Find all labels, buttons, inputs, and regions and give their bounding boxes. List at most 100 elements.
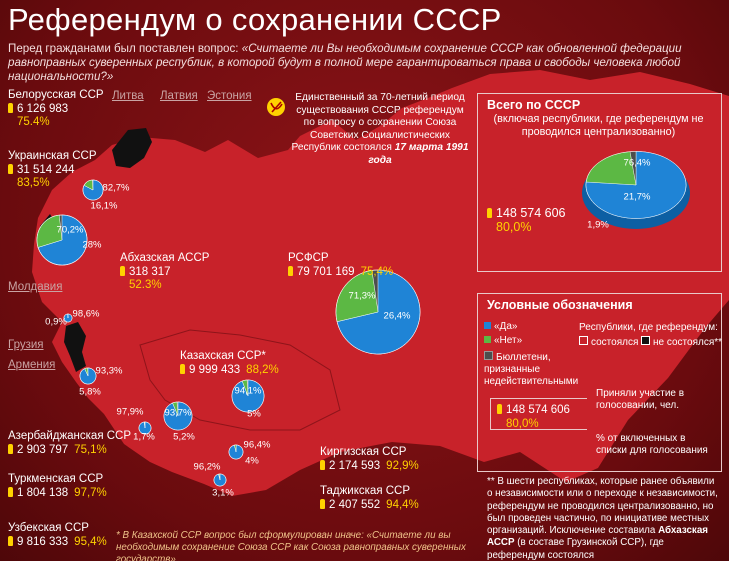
- republic-voters: 9 999 433: [189, 363, 241, 376]
- pie-label: 1,7%: [133, 432, 155, 443]
- subtitle-question: «Считаете ли Вы необходимым сохранение С…: [8, 42, 682, 83]
- footnote-kazakh: * В Казахской ССР вопрос был сформулиров…: [116, 530, 466, 561]
- invalid-swatch: [484, 351, 493, 360]
- person-icon: [8, 486, 13, 497]
- person-icon: [320, 498, 325, 509]
- pie-label: 97,9%: [117, 407, 144, 418]
- pie-slice: [218, 473, 221, 481]
- republic-voters: 2 407 552: [329, 498, 381, 511]
- republic-voters: 2 903 797: [17, 443, 69, 456]
- not-held-label: Литва: [112, 90, 144, 102]
- pie-label: 93,7%: [165, 408, 192, 419]
- pie-label: 82,7%: [103, 183, 130, 194]
- republic-label: РСФСР 79 701 169 75,4%: [288, 252, 393, 279]
- pie-label: 3,1%: [212, 488, 234, 499]
- legend-not-held-text: не состоялся**: [653, 337, 723, 348]
- republic-name: Киргизская ССР: [320, 446, 407, 458]
- republic-voters: 79 701 169: [297, 265, 355, 278]
- not-held-label: Армения: [8, 359, 56, 371]
- republic-turnout: 95,4%: [74, 535, 107, 548]
- republic-turnout: 75,1%: [74, 443, 107, 456]
- pie-label: 5,8%: [79, 387, 101, 398]
- person-icon: [288, 265, 293, 276]
- pie-slice: [336, 269, 421, 355]
- pie-label: 96,2%: [194, 462, 221, 473]
- pie-label: 98,6%: [73, 309, 100, 320]
- pie-slice: [37, 214, 88, 266]
- person-icon: [320, 459, 325, 470]
- republic-label: Абхазская АССР 318 317 52.3%: [120, 252, 209, 293]
- republic-voters: 2 174 593: [329, 459, 381, 472]
- pie-label: 5,2%: [173, 432, 195, 443]
- republic-name: Казахская ССР*: [180, 350, 266, 362]
- pie-label: 0,9%: [45, 317, 67, 328]
- republic-turnout: 92,9%: [386, 459, 419, 472]
- legend-no: «Нет»: [484, 335, 522, 347]
- kazakhstan-border: [139, 329, 341, 431]
- legend-turnout-caption: % от включенных в списки для голосования: [596, 433, 708, 456]
- republic-voters: 1 804 138: [17, 486, 69, 499]
- georgia-armenia: [64, 322, 86, 372]
- legend-no-text: «Нет»: [494, 335, 523, 346]
- total-turnout: 80,0%: [496, 219, 532, 234]
- legend-turnout-sample: 80,0%: [506, 417, 539, 430]
- republic-label: Таджикская ССР 2 407 552 94,4%: [320, 485, 419, 512]
- republic-label: Казахская ССР* 9 999 433 88,2%: [180, 350, 279, 377]
- pie-slice: [83, 179, 94, 191]
- republic-label: Украинская ССР 31 514 244 83,5%: [8, 150, 97, 191]
- republic-name: Узбекская ССР: [8, 522, 89, 534]
- note-text: Единственный за 70-летний период существ…: [291, 92, 465, 153]
- total-voters: 148 574 606: [496, 206, 566, 220]
- pie-label: 94,1%: [235, 386, 262, 397]
- pie-label: 93,3%: [96, 366, 123, 377]
- legend-held: состоялся: [579, 336, 638, 349]
- republic-label: Азербайджанская ССР 2 903 797 75,1%: [8, 430, 131, 457]
- republic-voters: 318 317: [129, 265, 171, 278]
- legend-bracket: [490, 398, 587, 430]
- not-held-label: Латвия: [160, 90, 198, 102]
- pie-slice: [335, 270, 379, 322]
- person-icon: [8, 163, 13, 174]
- pie-slice: [36, 214, 63, 248]
- republic-turnout: 75.4%: [17, 116, 50, 128]
- footnote-bold: Абхазская АССР: [487, 525, 708, 549]
- republic-name: Азербайджанская ССР: [8, 430, 132, 442]
- not-held-label: Молдавия: [8, 281, 63, 293]
- pie-label: 70,2%: [57, 225, 84, 236]
- pie-slice: [143, 421, 146, 429]
- person-icon: [497, 404, 502, 414]
- subtitle: Перед гражданами был поставлен вопрос: «…: [8, 42, 723, 84]
- total-box: [477, 93, 722, 272]
- footnote-not-held: ** В шести республиках, которые ранее об…: [487, 476, 719, 561]
- person-icon: [487, 208, 492, 218]
- pie-slice: [172, 401, 179, 417]
- pie-label: 26,4%: [384, 311, 411, 322]
- total-figures: 148 574 606 80,0%: [487, 206, 566, 234]
- republic-label: Узбекская ССР 9 816 333 95,4%: [8, 522, 107, 549]
- republic-voters: 31 514 244: [17, 163, 75, 176]
- title: Референдум о сохранении СССР: [8, 2, 502, 37]
- pie-label: 5%: [247, 409, 261, 420]
- person-icon: [8, 535, 13, 546]
- baltics: [112, 128, 152, 168]
- note-date: 17 марта 1991 года: [368, 142, 469, 166]
- legend-sample: 148 574 606 80,0%: [497, 404, 570, 431]
- republic-turnout: 83,5%: [17, 177, 50, 189]
- republic-turnout: 88,2%: [246, 363, 279, 376]
- person-icon: [8, 102, 13, 113]
- republic-name: Туркменская ССР: [8, 473, 104, 485]
- republic-name: Белорусская ССР: [8, 89, 104, 101]
- republic-voters: 6 126 983: [17, 102, 69, 115]
- person-icon: [8, 443, 13, 454]
- republic-name: Таджикская ССР: [320, 485, 411, 497]
- yes-swatch: [484, 322, 491, 329]
- person-icon: [120, 265, 125, 276]
- held-swatch: [579, 336, 588, 345]
- pie-label: 76,4%: [624, 158, 651, 169]
- pie-label: 21,7%: [624, 192, 651, 203]
- subtitle-lead: Перед гражданами был поставлен вопрос:: [8, 42, 239, 55]
- pie-label: 1,9%: [587, 220, 609, 231]
- pie-label: 16,1%: [91, 201, 118, 212]
- no-swatch: [484, 336, 491, 343]
